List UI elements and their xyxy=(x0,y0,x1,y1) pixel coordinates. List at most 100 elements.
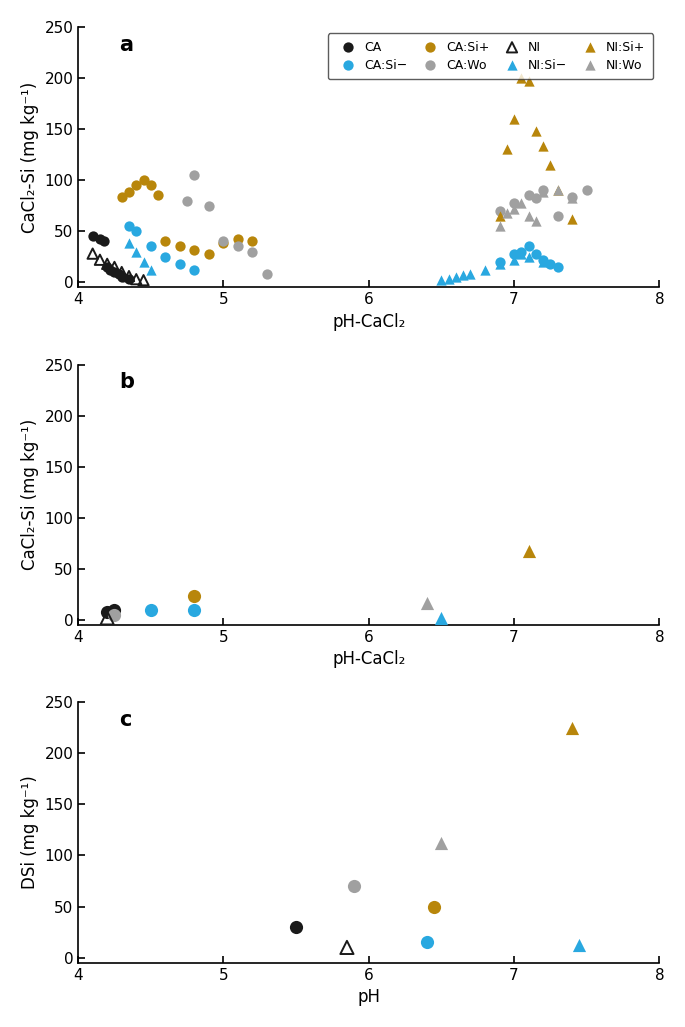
Point xyxy=(516,243,527,260)
Point xyxy=(516,245,527,262)
Point xyxy=(436,835,447,851)
Point xyxy=(182,192,192,208)
Point xyxy=(247,243,258,260)
Point xyxy=(581,182,592,198)
Point xyxy=(123,271,134,288)
Point xyxy=(123,218,134,234)
X-axis label: pH: pH xyxy=(358,988,380,1006)
Point xyxy=(101,604,112,620)
Point xyxy=(501,204,512,221)
Point xyxy=(545,156,556,173)
Point xyxy=(131,223,142,239)
Point xyxy=(516,70,527,86)
Point xyxy=(99,233,110,250)
Point xyxy=(501,141,512,157)
Point xyxy=(530,123,541,140)
Point xyxy=(101,259,112,275)
Point xyxy=(131,177,142,193)
Point xyxy=(189,166,200,183)
Point xyxy=(123,184,134,200)
Point xyxy=(479,262,490,278)
Point xyxy=(95,231,105,248)
Point xyxy=(113,266,124,282)
Text: c: c xyxy=(119,710,132,730)
Point xyxy=(290,919,301,936)
Y-axis label: CaCl₂-Si (mg kg⁻¹): CaCl₂-Si (mg kg⁻¹) xyxy=(21,419,39,570)
Point xyxy=(262,266,273,282)
Point xyxy=(508,245,519,262)
Point xyxy=(145,238,156,255)
Point xyxy=(523,207,534,224)
Point xyxy=(530,245,541,262)
Text: b: b xyxy=(119,373,134,392)
Point xyxy=(523,249,534,265)
Point xyxy=(436,272,447,289)
Point xyxy=(109,607,120,623)
Point xyxy=(95,252,105,268)
Point xyxy=(538,184,549,200)
Point xyxy=(494,207,505,224)
Point xyxy=(494,202,505,219)
Point xyxy=(138,254,149,270)
Point xyxy=(451,269,462,286)
Point xyxy=(145,602,156,618)
Point xyxy=(508,111,519,127)
Point xyxy=(523,73,534,89)
Y-axis label: CaCl₂-Si (mg kg⁻¹): CaCl₂-Si (mg kg⁻¹) xyxy=(21,81,39,233)
Point xyxy=(349,878,360,895)
Point xyxy=(494,254,505,270)
Point xyxy=(574,938,585,954)
Point xyxy=(116,269,127,286)
Point xyxy=(494,218,505,234)
Point xyxy=(566,190,577,206)
Point xyxy=(436,610,447,626)
Point xyxy=(516,194,527,211)
Point xyxy=(123,268,134,284)
Point xyxy=(145,177,156,193)
Point xyxy=(109,264,120,280)
Point xyxy=(145,262,156,278)
Point xyxy=(138,272,149,289)
Point xyxy=(218,235,229,252)
Point xyxy=(175,238,186,255)
Point xyxy=(552,207,563,224)
Point xyxy=(189,241,200,258)
Point xyxy=(138,172,149,188)
Point xyxy=(116,189,127,205)
Point xyxy=(523,187,534,203)
Point xyxy=(566,211,577,227)
Point xyxy=(160,249,171,265)
Point xyxy=(131,243,142,260)
Point xyxy=(523,238,534,255)
Point xyxy=(538,254,549,270)
Point xyxy=(131,271,142,288)
Point xyxy=(218,233,229,250)
Point xyxy=(87,228,98,244)
Legend: CA, CA:Si−, CA:Si+, CA:Wo, NI, NI:Si−, NI:Si+, NI:Wo: CA, CA:Si−, CA:Si+, CA:Wo, NI, NI:Si−, N… xyxy=(328,33,653,79)
Point xyxy=(458,267,469,283)
Text: a: a xyxy=(119,35,133,54)
Point xyxy=(175,256,186,272)
Point xyxy=(538,139,549,155)
Point xyxy=(189,262,200,278)
Point xyxy=(232,231,243,248)
Point xyxy=(530,213,541,229)
Point xyxy=(203,197,214,214)
Point xyxy=(566,720,577,736)
Point xyxy=(494,256,505,272)
Point xyxy=(465,266,476,282)
Point xyxy=(101,610,112,626)
Point xyxy=(232,238,243,255)
Point xyxy=(189,602,200,618)
Point xyxy=(421,935,432,951)
Point xyxy=(523,543,534,560)
Point xyxy=(429,899,440,915)
Point xyxy=(508,200,519,217)
Point xyxy=(508,252,519,268)
Point xyxy=(189,588,200,605)
Point xyxy=(545,256,556,272)
Point xyxy=(443,271,454,288)
Point xyxy=(341,940,352,956)
Point xyxy=(160,233,171,250)
Point xyxy=(566,189,577,205)
